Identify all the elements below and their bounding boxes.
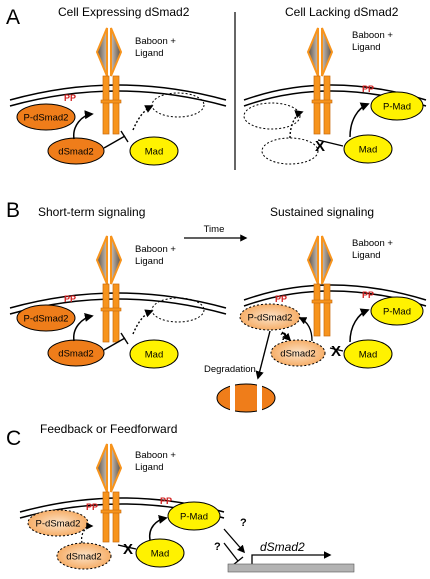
panel-b-left-title: Short-term signaling bbox=[38, 205, 145, 219]
question-mark: ? bbox=[214, 541, 221, 553]
svg-text:dSmad2: dSmad2 bbox=[66, 552, 101, 563]
p-mad-node: P-Mad bbox=[370, 91, 424, 121]
degradation-arrow bbox=[255, 330, 271, 380]
panel-a-right-title: Cell Lacking dSmad2 bbox=[285, 5, 399, 19]
svg-text:P-dSmad2: P-dSmad2 bbox=[36, 519, 81, 530]
gene-label: dSmad2 bbox=[260, 540, 305, 554]
p-mad-node: P-Mad bbox=[167, 501, 221, 531]
mad-node: Mad bbox=[135, 538, 185, 568]
p-dsmad2-node-faded: P-dSmad2 bbox=[27, 509, 89, 537]
p-dsmad2-node-faded: P-dSmad2 bbox=[239, 303, 301, 331]
svg-text:P-Mad: P-Mad bbox=[180, 512, 208, 523]
degraded-protein bbox=[216, 383, 276, 413]
panel-a-letter: A bbox=[6, 6, 20, 29]
panel-a-left-title: Cell Expressing dSmad2 bbox=[58, 5, 190, 19]
receptor bbox=[95, 235, 123, 343]
panel-c: C Feedback or Feedforward Baboon + Ligan… bbox=[6, 422, 355, 573]
transcription-arrow bbox=[251, 551, 332, 564]
inhibition-line bbox=[103, 135, 126, 149]
receptor bbox=[306, 235, 334, 337]
empty-slot bbox=[261, 137, 319, 165]
svg-text:dSmad2: dSmad2 bbox=[58, 349, 93, 360]
time-label: Time bbox=[204, 224, 225, 235]
p-dsmad2-node: P-dSmad2 bbox=[16, 103, 76, 131]
svg-text:dSmad2: dSmad2 bbox=[280, 349, 315, 360]
mad-node: Mad bbox=[343, 134, 393, 164]
inhibition-line bbox=[317, 139, 344, 147]
pp-label: PP bbox=[362, 290, 374, 300]
receptor-label-line2: Ligand bbox=[135, 256, 164, 267]
receptor-label-line2: Ligand bbox=[135, 48, 164, 59]
receptor bbox=[95, 27, 123, 135]
feedforward-arrow bbox=[223, 528, 246, 554]
dotted-arrow bbox=[132, 105, 154, 131]
pp-label: PP bbox=[86, 502, 98, 512]
phosphorylation-arrow bbox=[349, 102, 370, 138]
svg-text:Mad: Mad bbox=[359, 350, 377, 361]
p-dsmad2-node: P-dSmad2 bbox=[16, 304, 76, 332]
dsmad2-node-faded: dSmad2 bbox=[56, 542, 112, 570]
uncertain-arrow bbox=[281, 331, 292, 342]
receptor-label-line2: Ligand bbox=[135, 462, 164, 473]
svg-text:P-Mad: P-Mad bbox=[383, 102, 411, 113]
dotted-arrow bbox=[81, 522, 94, 544]
svg-text:P-Mad: P-Mad bbox=[383, 307, 411, 318]
receptor-label-line1: Baboon + bbox=[135, 450, 176, 461]
dotted-arrow bbox=[132, 309, 154, 335]
panel-c-letter: C bbox=[6, 427, 21, 450]
panel-a: A Cell Expressing dSmad2 Cell Lacking dS… bbox=[6, 5, 427, 170]
blocked-x-mark: X bbox=[315, 138, 325, 155]
pp-label: PP bbox=[275, 294, 287, 304]
inhibition-line bbox=[329, 347, 344, 352]
degradation-label: Degradation bbox=[204, 364, 256, 375]
panel-b-letter: B bbox=[6, 199, 20, 222]
panel-b-right-title: Sustained signaling bbox=[270, 205, 374, 219]
dsmad2-node-faded: dSmad2 bbox=[270, 339, 326, 367]
gene-bar bbox=[227, 563, 355, 573]
phosphorylation-arrow bbox=[148, 515, 168, 541]
phosphorylation-arrow bbox=[73, 110, 94, 140]
svg-text:P-dSmad2: P-dSmad2 bbox=[24, 314, 69, 325]
mad-node: Mad bbox=[129, 339, 179, 369]
blocked-x-mark: X bbox=[331, 343, 341, 360]
receptor-label-line2: Ligand bbox=[352, 250, 381, 261]
receptor-label-line2: Ligand bbox=[352, 42, 381, 53]
pp-label: PP bbox=[160, 496, 172, 506]
inhibition-line bbox=[103, 337, 126, 351]
pp-label: PP bbox=[362, 84, 374, 94]
feedback-inhibition bbox=[223, 542, 239, 562]
svg-text:P-dSmad2: P-dSmad2 bbox=[248, 313, 293, 324]
empty-slot bbox=[151, 92, 205, 118]
pp-label: PP bbox=[64, 93, 76, 103]
receptor-label-line1: Baboon + bbox=[135, 36, 176, 47]
p-mad-node: P-Mad bbox=[370, 296, 424, 326]
receptor-label-line1: Baboon + bbox=[135, 244, 176, 255]
phosphorylation-arrow bbox=[73, 313, 94, 342]
receptor-label-line1: Baboon + bbox=[352, 30, 393, 41]
question-mark: ? bbox=[240, 517, 247, 529]
svg-text:P-dSmad2: P-dSmad2 bbox=[24, 113, 69, 124]
mad-node: Mad bbox=[343, 339, 393, 369]
receptor-label-line1: Baboon + bbox=[352, 238, 393, 249]
svg-text:dSmad2: dSmad2 bbox=[58, 147, 93, 158]
panel-b: B Short-term signaling Sustained signali… bbox=[6, 199, 427, 413]
membrane-outer bbox=[243, 284, 427, 301]
dsmad2-node: dSmad2 bbox=[47, 137, 105, 165]
phosphorylation-arrow bbox=[349, 308, 370, 343]
svg-text:Mad: Mad bbox=[145, 147, 163, 158]
svg-text:Mad: Mad bbox=[359, 145, 377, 156]
pp-label: PP bbox=[64, 294, 76, 304]
svg-text:Mad: Mad bbox=[151, 549, 169, 560]
blocked-x-mark: X bbox=[123, 541, 133, 558]
phosphorylation-arrow bbox=[298, 317, 313, 342]
dotted-arrow bbox=[289, 110, 304, 139]
svg-text:Mad: Mad bbox=[145, 350, 163, 361]
dsmad2-node: dSmad2 bbox=[47, 339, 105, 367]
panel-c-title: Feedback or Feedforward bbox=[40, 422, 177, 436]
receptor bbox=[306, 27, 334, 135]
mad-node: Mad bbox=[129, 136, 179, 166]
receptor bbox=[95, 443, 123, 543]
inhibition-line bbox=[117, 544, 137, 550]
